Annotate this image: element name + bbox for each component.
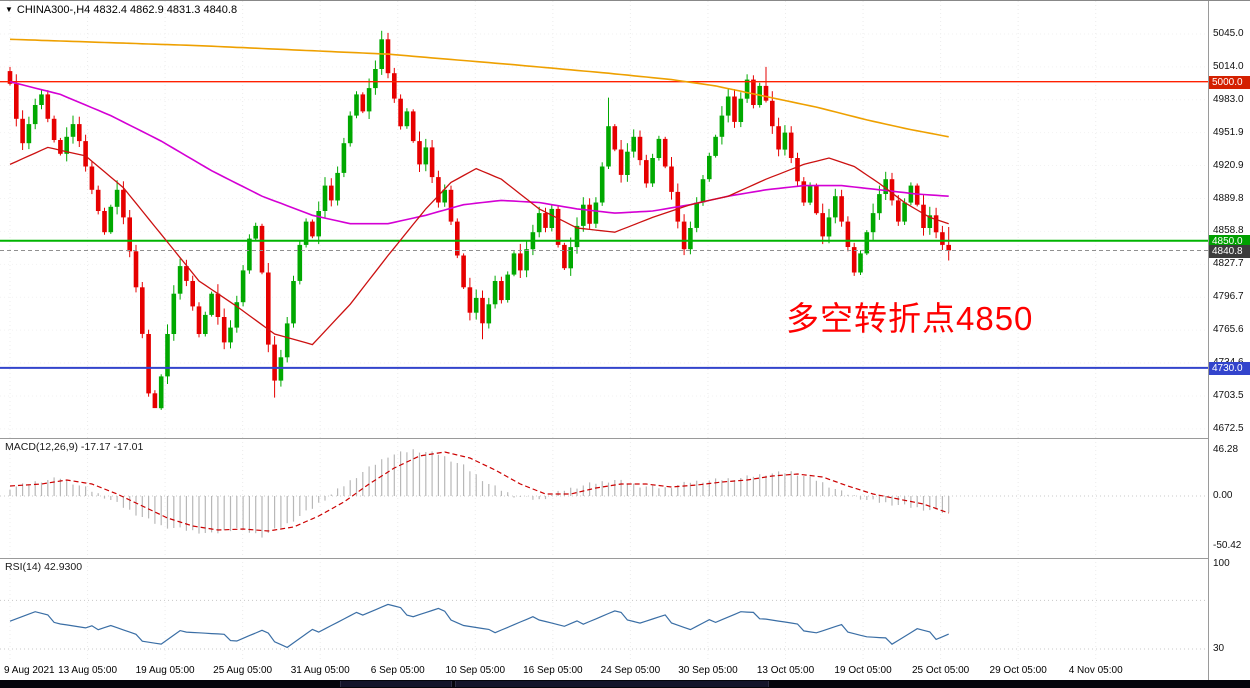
price-axis-label: 4672.5 <box>1213 422 1244 434</box>
chart-symbol-timeframe: CHINA300-,H4 <box>16 4 91 16</box>
date-label: 25 Oct 05:00 <box>911 665 970 676</box>
taskbar-segment[interactable] <box>455 681 769 687</box>
date-label: 24 Sep 05:00 <box>600 665 661 676</box>
date-label: 19 Aug 05:00 <box>135 665 195 676</box>
price-tag: 5000.0 <box>1209 75 1250 89</box>
date-label: 6 Sep 05:00 <box>370 665 425 676</box>
price-axis-label: 4827.7 <box>1213 258 1244 270</box>
price-tag: 4730.0 <box>1209 361 1250 375</box>
macd-axis-label: 46.28 <box>1213 443 1239 455</box>
date-label: 16 Sep 05:00 <box>523 665 583 676</box>
taskbar-segment[interactable] <box>340 681 452 687</box>
price-axis-label: 4951.9 <box>1213 126 1244 138</box>
date-label: 9 Aug 2021 <box>4 665 55 676</box>
macd-axis-label: 0.00 <box>1213 490 1233 501</box>
panel-separator[interactable] <box>0 438 1250 439</box>
price-axis-label: 4796.7 <box>1213 291 1244 303</box>
date-label: 19 Oct 05:00 <box>834 665 892 676</box>
price-axis-label: 4889.8 <box>1213 192 1244 204</box>
date-label: 13 Oct 05:00 <box>756 665 815 676</box>
date-label: 4 Nov 05:00 <box>1068 665 1123 676</box>
rsi-axis-label: 100 <box>1213 558 1230 569</box>
price-axis-label: 4920.9 <box>1213 159 1244 171</box>
price-axis-label: 5045.0 <box>1213 28 1244 39</box>
chart-symbol-header: ▼ CHINA300-,H4 4832.4 4862.9 4831.3 4840.… <box>5 4 237 16</box>
price-axis-label: 4858.8 <box>1213 225 1244 237</box>
rsi-panel-canvas[interactable] <box>0 558 1208 662</box>
price-axis-separator <box>1208 1 1209 680</box>
rsi-indicator-label: RSI(14) 42.9300 <box>5 561 83 573</box>
chart-ohlc-quote: 4832.4 4862.9 4831.3 4840.8 <box>93 4 238 16</box>
chart-expander-icon[interactable]: ▼ <box>5 5 13 14</box>
chart-annotation-text: 多空转折点4850 <box>786 300 1034 337</box>
price-axis-label: 4765.6 <box>1213 324 1244 336</box>
macd-panel-canvas[interactable] <box>0 438 1208 558</box>
price-tag: 4840.8 <box>1209 244 1250 258</box>
price-axis: 5045.0 5014.0 4983.0 4951.9 4920.9 4889.8 4858… <box>1209 1 1250 680</box>
date-label: 31 Aug 05:00 <box>290 665 350 676</box>
date-label: 30 Sep 05:00 <box>678 665 738 676</box>
time-axis: 9 Aug 2021 13 Aug 05:00 19 Aug 05:00 25 Aug… <box>0 662 1208 680</box>
date-label: 10 Sep 05:00 <box>445 665 506 676</box>
date-label: 13 Aug 05:00 <box>58 665 118 676</box>
date-label: 25 Aug 05:00 <box>213 665 273 676</box>
rsi-axis-label: 30 <box>1213 643 1225 654</box>
date-label: 29 Oct 05:00 <box>989 665 1047 676</box>
macd-indicator-label: MACD(12,26,9) -17.17 -17.01 <box>5 441 144 453</box>
price-axis-label: 4703.5 <box>1213 390 1244 401</box>
price-tag: 4850.0 <box>1209 234 1250 248</box>
bottom-bar[interactable] <box>0 680 1250 688</box>
panel-separator[interactable] <box>0 558 1250 559</box>
main-chart-canvas[interactable] <box>0 1 1208 438</box>
price-axis-label: 5014.0 <box>1213 60 1244 72</box>
macd-axis-label: -50.42 <box>1213 540 1242 552</box>
price-axis-label: 4983.0 <box>1213 93 1244 105</box>
